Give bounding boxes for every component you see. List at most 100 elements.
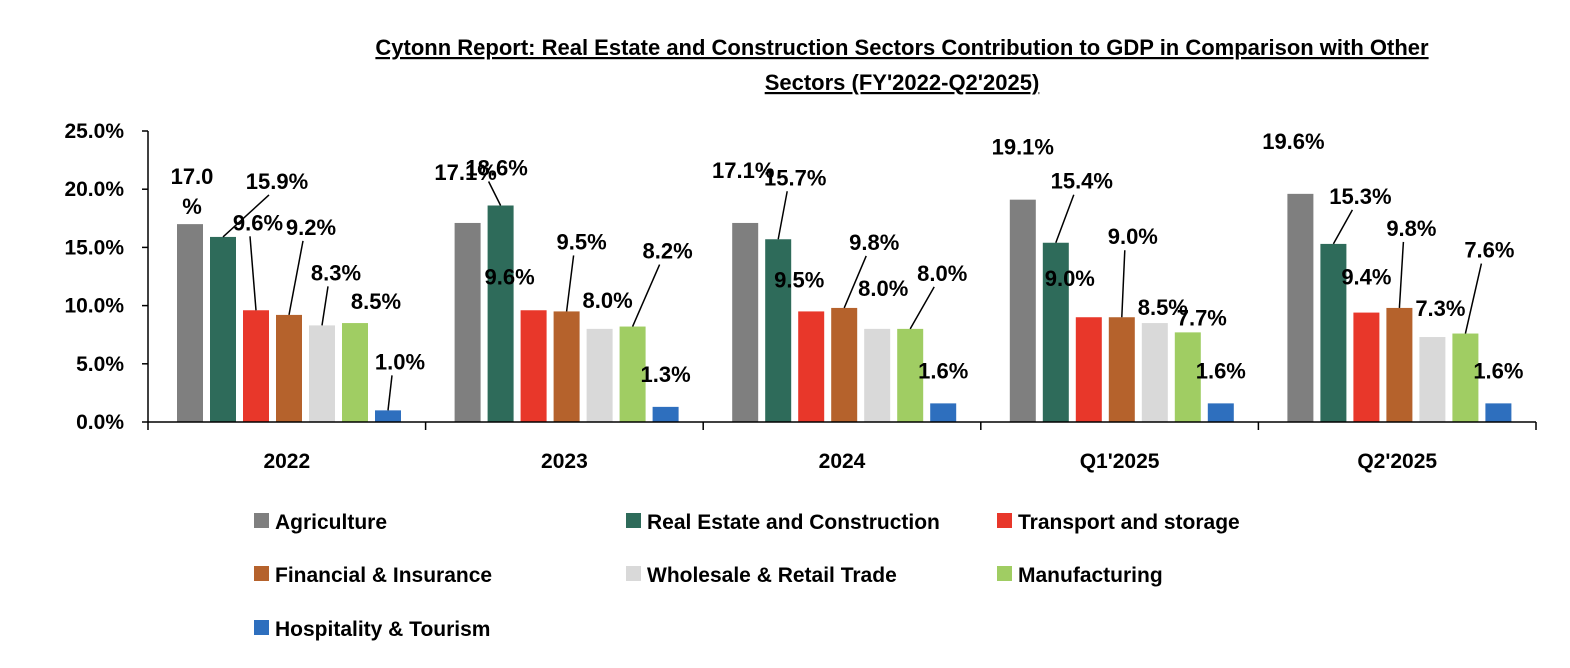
data-label: 9.2% — [286, 215, 336, 240]
data-label: 8.5% — [351, 289, 401, 314]
data-label: 8.0% — [858, 276, 908, 301]
data-label: 1.6% — [1196, 358, 1246, 383]
bar-wholesale-retail-trade-2022 — [309, 325, 335, 422]
bar-manufacturing-2022 — [342, 323, 368, 422]
bar-financial-insurance-2023 — [553, 311, 580, 422]
legend-item: Wholesale & Retail Trade — [626, 564, 897, 587]
legend-item: Manufacturing — [997, 564, 1163, 587]
bar-transport-and-storage-2023 — [520, 310, 547, 422]
data-label: 15.9% — [246, 169, 308, 194]
y-tick-label: 20.0% — [64, 178, 124, 201]
bar-manufacturing-q1-2025 — [1174, 332, 1201, 422]
legend: Agriculture Real Estate and Construction T… — [254, 511, 1240, 641]
bar-agriculture-q1-2025 — [1009, 199, 1036, 422]
bar-manufacturing-2023 — [619, 326, 646, 422]
legend-item: Real Estate and Construction — [626, 511, 940, 534]
data-label: 9.0% — [1108, 224, 1158, 249]
bar-financial-insurance-q2-2025 — [1386, 307, 1413, 422]
data-label: 1.6% — [1473, 358, 1523, 383]
bar-wholesale-retail-trade-2023 — [586, 328, 613, 422]
x-tick-label: 2024 — [819, 450, 866, 473]
bar-agriculture-q2-2025 — [1287, 193, 1314, 422]
bar-hospitality-tourism-q1-2025 — [1207, 403, 1234, 422]
bar-real-estate-and-construction-q2-2025 — [1320, 243, 1347, 422]
data-label: 9.5% — [557, 229, 607, 254]
data-label: 9.6% — [485, 264, 535, 289]
bar-wholesale-retail-trade-q1-2025 — [1141, 323, 1168, 422]
legend-label: Hospitality & Tourism — [275, 618, 490, 641]
leader-line — [843, 255, 867, 309]
bar-transport-and-storage-2022 — [243, 310, 269, 422]
leader-line — [387, 375, 393, 411]
legend-label: Transport and storage — [1018, 511, 1240, 534]
leader-line — [1398, 241, 1405, 308]
leader-line — [321, 286, 329, 326]
x-tick-label: 2022 — [263, 450, 310, 473]
x-tick-label: Q2'2025 — [1357, 450, 1437, 473]
bar-financial-insurance-2024 — [831, 307, 858, 422]
legend-swatch — [254, 620, 269, 635]
legend-swatch — [254, 566, 269, 581]
data-label: 8.2% — [643, 239, 693, 264]
bar-manufacturing-q2-2025 — [1452, 333, 1479, 422]
data-labels: 17.0%15.9%9.6% 9.2%8.3%8.5%1.0%17.1%18.6%… — [171, 129, 1524, 387]
data-label: 17.1% — [712, 158, 774, 183]
leader-line — [1121, 250, 1126, 318]
legend-label: Wholesale & Retail Trade — [647, 564, 897, 587]
data-label: 7.6% — [1464, 238, 1514, 263]
chart-title: Cytonn Report: Real Estate and Construct… — [375, 35, 1429, 95]
data-label: 9.0% — [1045, 266, 1095, 291]
data-label: 8.0% — [583, 288, 633, 313]
bar-real-estate-and-construction-2023 — [487, 205, 514, 422]
bar-transport-and-storage-2024 — [798, 311, 825, 422]
bar-agriculture-2024 — [732, 222, 759, 422]
data-label: 15.3% — [1329, 184, 1391, 209]
bar-wholesale-retail-trade-q2-2025 — [1419, 337, 1446, 422]
chart-title-line-2: Sectors (FY'2022-Q2'2025) — [765, 70, 1040, 95]
bar-manufacturing-2024 — [897, 328, 924, 422]
data-label-percent: % — [182, 194, 202, 219]
legend-item: Agriculture — [254, 511, 387, 534]
data-label: 1.6% — [918, 358, 968, 383]
leader-line — [222, 194, 270, 238]
data-label: 8.3% — [311, 260, 361, 285]
bar-wholesale-retail-trade-2024 — [864, 328, 891, 422]
data-label: 9.6% — [233, 210, 283, 235]
leader-line — [909, 286, 935, 330]
leader-line — [565, 255, 575, 312]
leader-line — [777, 191, 788, 240]
data-label: 19.1% — [992, 135, 1054, 160]
leader-line — [1055, 194, 1075, 244]
legend-item: Hospitality & Tourism — [254, 618, 490, 641]
bar-agriculture-2023 — [454, 222, 481, 422]
x-tick-label: Q1'2025 — [1080, 450, 1160, 473]
data-label: 18.6% — [465, 155, 527, 180]
bar-transport-and-storage-q2-2025 — [1353, 312, 1380, 422]
bar-transport-and-storage-q1-2025 — [1075, 317, 1102, 422]
legend-swatch — [997, 566, 1012, 581]
leader-line — [249, 236, 257, 311]
y-tick-label: 5.0% — [76, 353, 124, 376]
data-label: 9.4% — [1341, 265, 1391, 290]
bar-financial-insurance-2022 — [276, 314, 302, 422]
y-tick-label: 10.0% — [64, 295, 124, 318]
bar-real-estate-and-construction-2024 — [765, 239, 792, 422]
leader-line — [1332, 209, 1354, 245]
y-tick-label: 15.0% — [64, 236, 124, 259]
data-label: 1.3% — [641, 362, 691, 387]
x-axis: 2022 2023 2024 Q1'2025 Q2'2025 — [147, 421, 1537, 473]
data-label: 9.8% — [1386, 216, 1436, 241]
legend-swatch — [997, 513, 1012, 528]
data-label: 8.5% — [1138, 295, 1188, 320]
bar-hospitality-tourism-2022 — [375, 410, 401, 422]
data-label: 7.7% — [1177, 305, 1227, 330]
x-tick-label: 2023 — [541, 450, 588, 473]
data-label: 9.5% — [774, 267, 824, 292]
leader-line — [487, 181, 502, 206]
chart-title-line-1: Cytonn Report: Real Estate and Construct… — [375, 35, 1429, 60]
data-label: 17.1% — [434, 160, 496, 185]
leader-line — [288, 240, 304, 316]
legend-swatch — [254, 513, 269, 528]
legend-label: Financial & Insurance — [275, 564, 492, 587]
